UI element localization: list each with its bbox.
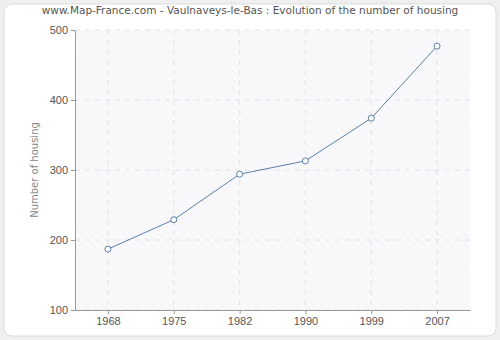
tick: 1968 bbox=[96, 310, 120, 327]
tick: 100 bbox=[50, 304, 75, 316]
y-axis: 100 200 300 400 500 bbox=[50, 24, 76, 316]
grid-line bbox=[305, 30, 306, 310]
marker bbox=[434, 43, 440, 49]
plot-area bbox=[75, 30, 470, 310]
marker bbox=[368, 115, 374, 121]
tick-label: 500 bbox=[50, 24, 68, 36]
tick: 500 bbox=[50, 24, 75, 36]
grid-line bbox=[173, 30, 174, 310]
tick-label: 1999 bbox=[360, 315, 384, 327]
tick-mark bbox=[305, 310, 306, 314]
tick-label: 300 bbox=[50, 164, 68, 176]
marker bbox=[105, 246, 111, 252]
tick: 1990 bbox=[294, 310, 318, 327]
grid-line bbox=[437, 30, 438, 310]
tick-label: 2007 bbox=[425, 315, 449, 327]
tick: 1982 bbox=[228, 310, 252, 327]
tick-mark bbox=[71, 240, 75, 241]
tick-mark bbox=[71, 100, 75, 101]
marker bbox=[302, 158, 308, 164]
axis-line bbox=[75, 31, 76, 311]
grid-line bbox=[239, 30, 240, 310]
tick: 200 bbox=[50, 234, 75, 246]
marker bbox=[171, 217, 177, 223]
tick-label: 1968 bbox=[96, 315, 120, 327]
grid-line bbox=[75, 240, 470, 241]
series bbox=[105, 43, 440, 252]
grid-line bbox=[371, 30, 372, 310]
tick: 1999 bbox=[360, 310, 384, 327]
tick: 1975 bbox=[162, 310, 186, 327]
grid-line bbox=[75, 310, 470, 311]
tick-mark bbox=[71, 310, 75, 311]
tick-label: 1990 bbox=[294, 315, 318, 327]
tick: 2007 bbox=[425, 310, 449, 327]
panel bbox=[4, 4, 496, 336]
tick-mark bbox=[108, 310, 109, 314]
grid-line bbox=[75, 100, 470, 101]
line bbox=[108, 46, 437, 249]
tick-mark bbox=[437, 310, 438, 314]
tick-mark bbox=[371, 310, 372, 314]
chart: 100 200 300 400 500 1968 1975 1982 1990 1999 2007 w… bbox=[0, 0, 500, 340]
x-axis: 1968 1975 1982 1990 1999 2007 bbox=[76, 310, 471, 327]
grid-line bbox=[107, 30, 108, 310]
grid-line bbox=[75, 30, 470, 31]
title: www.Map-France.com - Vaulnaveys-le-Bas :… bbox=[42, 4, 459, 16]
tick: 300 bbox=[50, 164, 75, 176]
tick-mark bbox=[240, 310, 241, 314]
grid-line bbox=[75, 170, 470, 171]
tick-label: 1975 bbox=[162, 315, 186, 327]
axis-line bbox=[76, 310, 471, 311]
y-axis-title: Number of housing bbox=[29, 122, 40, 218]
tick-mark bbox=[174, 310, 175, 314]
tick-label: 400 bbox=[50, 94, 68, 106]
tick-label: 1982 bbox=[228, 315, 252, 327]
grid bbox=[75, 30, 470, 310]
tick-mark bbox=[71, 30, 75, 31]
tick-mark bbox=[71, 170, 75, 171]
tick: 400 bbox=[50, 94, 75, 106]
tick-label: 200 bbox=[50, 234, 68, 246]
tick-label: 100 bbox=[50, 304, 68, 316]
marker bbox=[237, 171, 243, 177]
